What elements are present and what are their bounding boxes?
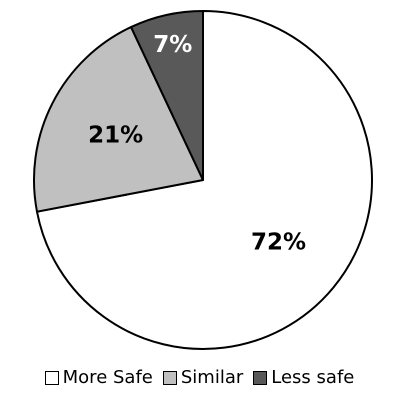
legend-label: Less safe: [271, 367, 355, 388]
data-label-similar: 21%: [88, 123, 143, 149]
legend-item-less-safe: Less safe: [253, 367, 354, 388]
legend-item-similar: Similar: [162, 367, 244, 388]
legend-swatch: [162, 370, 177, 385]
data-label-more-safe: 72%: [251, 230, 306, 256]
pie-slice-less-safe: [130, 10, 204, 181]
legend-swatch: [253, 370, 268, 385]
pie-data-labels: 72% 21% 7%: [88, 32, 306, 256]
pie-slice-similar: [32, 26, 204, 213]
data-label-less-safe: 7%: [153, 32, 192, 58]
legend-label: More Safe: [62, 367, 153, 388]
pie-slice-more-safe: [35, 10, 373, 350]
legend-label: Similar: [180, 367, 244, 388]
legend-swatch: [44, 370, 59, 385]
pie-slices: [32, 10, 373, 350]
chart-legend: More Safe Similar Less safe: [0, 367, 399, 388]
legend-item-more-safe: More Safe: [44, 367, 153, 388]
